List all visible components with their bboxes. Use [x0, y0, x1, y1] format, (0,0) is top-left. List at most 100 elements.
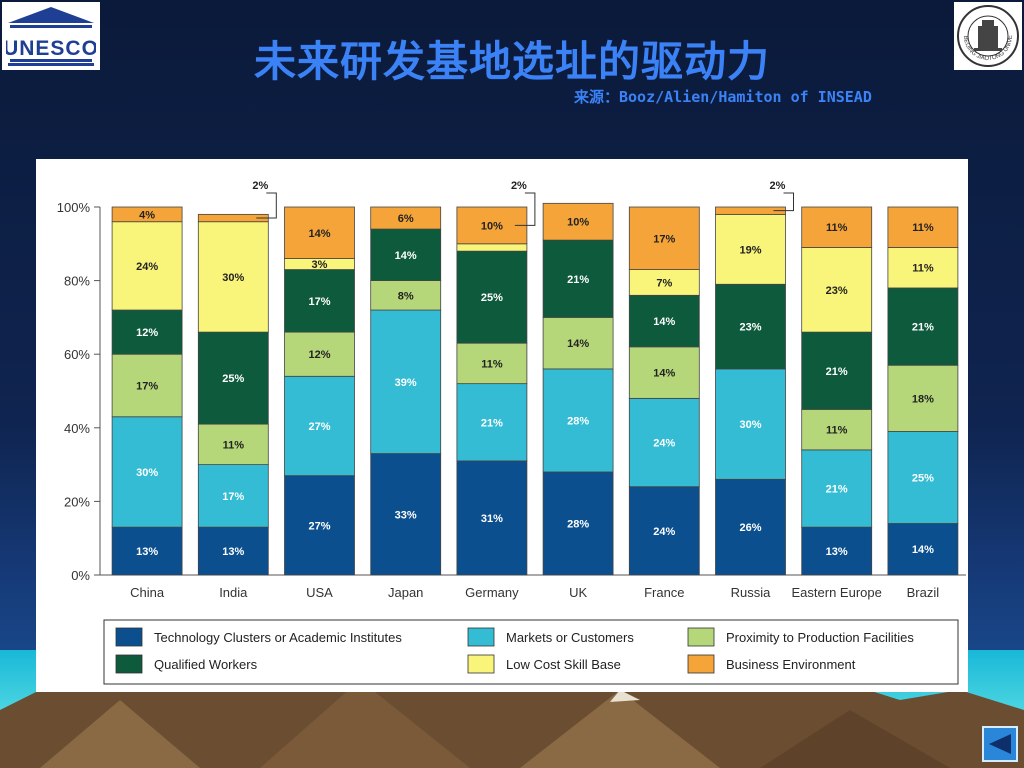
stacked-bar-chart: 0% 20% 40% 60% 80% 100% 13% 30% 17% 12% 24% 4% China… [57, 180, 966, 685]
bar-segment [628, 206, 700, 270]
bar-value-label: 14% [653, 316, 675, 328]
category-label: France [644, 585, 684, 600]
bar-segment [542, 202, 614, 241]
bar-segment [542, 368, 614, 473]
bar-value-label: 24% [653, 526, 675, 538]
bar-segment [111, 416, 183, 528]
legend-swatch [687, 627, 715, 647]
bar-segment [542, 471, 614, 576]
bar-value-label: 21% [912, 322, 934, 334]
bar-value-label: 21% [826, 484, 848, 496]
category-label: Eastern Europe [792, 585, 882, 600]
bar-value-label: 24% [653, 438, 675, 450]
bar-value-label: 6% [398, 213, 414, 225]
bar-segment [456, 243, 528, 252]
bar-segment [887, 523, 959, 576]
source-note: 来源：Booz/Alien/Hamiton of INSEAD [574, 88, 872, 106]
bar-segment [887, 287, 959, 366]
bar-value-label: 14% [567, 338, 589, 350]
legend-swatch [467, 654, 495, 674]
legend-swatch [115, 654, 143, 674]
bar-value-label: 14% [308, 228, 330, 240]
bar-segment [197, 423, 269, 465]
category-label: India [219, 585, 248, 600]
back-button[interactable] [982, 726, 1018, 762]
bar-segment [111, 309, 183, 355]
bar-segment [197, 526, 269, 576]
bar-value-label: 17% [222, 491, 244, 503]
y-tick-label: 0% [71, 568, 90, 583]
legend-swatch [687, 654, 715, 674]
bar-value-label: 14% [653, 368, 675, 380]
legend-label: Low Cost Skill Base [506, 657, 621, 672]
y-tick-label: 100% [57, 200, 91, 215]
bar-segment [542, 239, 614, 318]
bar-value-label: 4% [139, 209, 155, 221]
bar-value-label: 31% [481, 513, 503, 525]
bar-segment [801, 247, 873, 333]
bar-segment [456, 250, 528, 344]
bar-segment [456, 460, 528, 576]
unesco-logo: UNESCO [2, 2, 100, 70]
bar-segment [628, 397, 700, 488]
bar-value-label: 33% [395, 509, 417, 521]
category-label: China [130, 585, 165, 600]
bar-value-label: 11% [912, 263, 934, 275]
bar-value-label: 18% [912, 393, 934, 405]
legend-label: Business Environment [726, 657, 856, 672]
unesco-logo-text: UNESCO [6, 37, 96, 60]
callout-line [256, 192, 277, 219]
bar-value-label: 30% [222, 272, 244, 284]
bar-value-label: 21% [567, 274, 589, 286]
bar-value-label: 23% [826, 285, 848, 297]
bar-segment [801, 408, 873, 451]
bar-segment [370, 206, 442, 230]
category-label: UK [569, 585, 587, 600]
y-tick-label: 60% [64, 347, 90, 362]
y-tick-label: 80% [64, 274, 90, 289]
bar-value-label: 12% [136, 327, 158, 339]
callout-label: 2% [770, 180, 786, 192]
y-tick-label: 20% [64, 494, 90, 509]
bar-segment [715, 213, 786, 285]
bar-value-label: 21% [826, 366, 848, 378]
bar-segment [887, 206, 959, 248]
bar-value-label: 28% [567, 415, 589, 427]
university-seal: BEIJING JIAOTONG UNIVERSITY [954, 2, 1022, 70]
bar-segment [628, 294, 700, 348]
callout-label: 2% [511, 180, 527, 192]
legend [103, 619, 959, 685]
bar-segment [628, 269, 700, 296]
bar-value-label: 25% [481, 292, 503, 304]
bar-segment [284, 206, 355, 259]
category-label: USA [306, 585, 333, 600]
bar-value-label: 13% [222, 546, 244, 558]
callout-line [773, 192, 794, 212]
category-label: Germany [465, 585, 519, 600]
bar-segment [370, 228, 442, 282]
bar-segment [197, 331, 269, 425]
bar-value-label: 14% [912, 544, 934, 556]
bar-value-label: 3% [312, 259, 328, 271]
bar-value-label: 11% [223, 439, 245, 451]
bar-segment [370, 280, 442, 311]
bar-value-label: 10% [481, 220, 503, 232]
bar-segment [284, 331, 355, 377]
bar-value-label: 24% [136, 261, 158, 273]
bar-segment [111, 221, 183, 311]
bar-segment [801, 331, 873, 410]
bar-value-label: 21% [481, 417, 503, 429]
bar-value-label: 39% [395, 377, 417, 389]
bar-value-label: 26% [739, 522, 761, 534]
bar-segment [370, 309, 442, 454]
bar-segment [197, 464, 269, 528]
bar-segment [284, 269, 355, 333]
bar-value-label: 13% [136, 546, 158, 558]
category-label: Japan [388, 585, 423, 600]
bar-segment [197, 221, 269, 333]
bar-segment [111, 206, 183, 223]
chart-panel: 0% 20% 40% 60% 80% 100% 13% 30% 17% 12% 24% 4% China… [36, 159, 968, 692]
bar-value-label: 17% [653, 233, 675, 245]
bar-segment [284, 475, 355, 576]
bar-value-label: 14% [395, 250, 417, 262]
